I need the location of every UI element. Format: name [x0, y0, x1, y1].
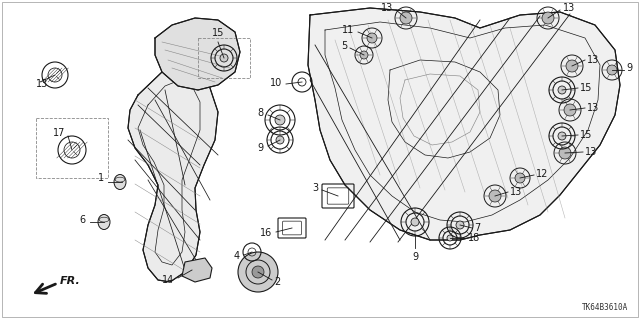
Circle shape [515, 173, 525, 183]
Circle shape [456, 221, 464, 229]
Circle shape [276, 136, 284, 144]
Polygon shape [308, 8, 620, 240]
Circle shape [367, 33, 377, 43]
Text: 11: 11 [342, 25, 354, 35]
Ellipse shape [114, 174, 126, 189]
Circle shape [411, 218, 419, 226]
Text: 13: 13 [587, 55, 599, 65]
Text: 13: 13 [36, 79, 48, 89]
Text: 8: 8 [258, 108, 264, 118]
Circle shape [542, 12, 554, 24]
Text: 15: 15 [580, 83, 593, 93]
Text: 9: 9 [258, 143, 264, 153]
Polygon shape [182, 258, 212, 282]
Circle shape [558, 132, 566, 140]
Polygon shape [155, 18, 240, 90]
Text: 2: 2 [274, 277, 280, 287]
Text: 15: 15 [212, 28, 224, 38]
Circle shape [564, 104, 576, 116]
Text: 15: 15 [580, 130, 593, 140]
Text: 1: 1 [98, 173, 104, 183]
Text: 3: 3 [312, 183, 318, 193]
Text: 13: 13 [563, 3, 575, 13]
Text: 13: 13 [587, 103, 599, 113]
Circle shape [220, 54, 228, 62]
Text: 13: 13 [510, 187, 522, 197]
Circle shape [360, 51, 368, 59]
Text: 18: 18 [468, 233, 480, 243]
Text: 9: 9 [412, 252, 418, 262]
Text: 13: 13 [585, 147, 597, 157]
Circle shape [400, 12, 412, 24]
Text: 7: 7 [474, 223, 480, 233]
Circle shape [447, 235, 453, 241]
Circle shape [238, 252, 278, 292]
Circle shape [275, 115, 285, 125]
Circle shape [566, 60, 578, 72]
Text: TK64B3610A: TK64B3610A [582, 303, 628, 312]
Text: 6: 6 [80, 215, 86, 225]
Circle shape [558, 86, 566, 94]
Text: 10: 10 [269, 78, 282, 88]
Circle shape [559, 147, 571, 159]
Text: 17: 17 [52, 128, 65, 138]
Circle shape [489, 190, 501, 202]
Circle shape [252, 266, 264, 278]
Text: FR.: FR. [60, 276, 81, 286]
Circle shape [607, 65, 617, 75]
Text: 16: 16 [260, 228, 272, 238]
Text: 14: 14 [162, 275, 174, 285]
Text: 13: 13 [381, 3, 393, 13]
Polygon shape [128, 65, 218, 282]
Ellipse shape [98, 214, 110, 229]
Text: 5: 5 [340, 41, 347, 51]
Text: 12: 12 [536, 169, 548, 179]
Text: 9: 9 [626, 63, 632, 73]
Text: 4: 4 [234, 251, 240, 261]
